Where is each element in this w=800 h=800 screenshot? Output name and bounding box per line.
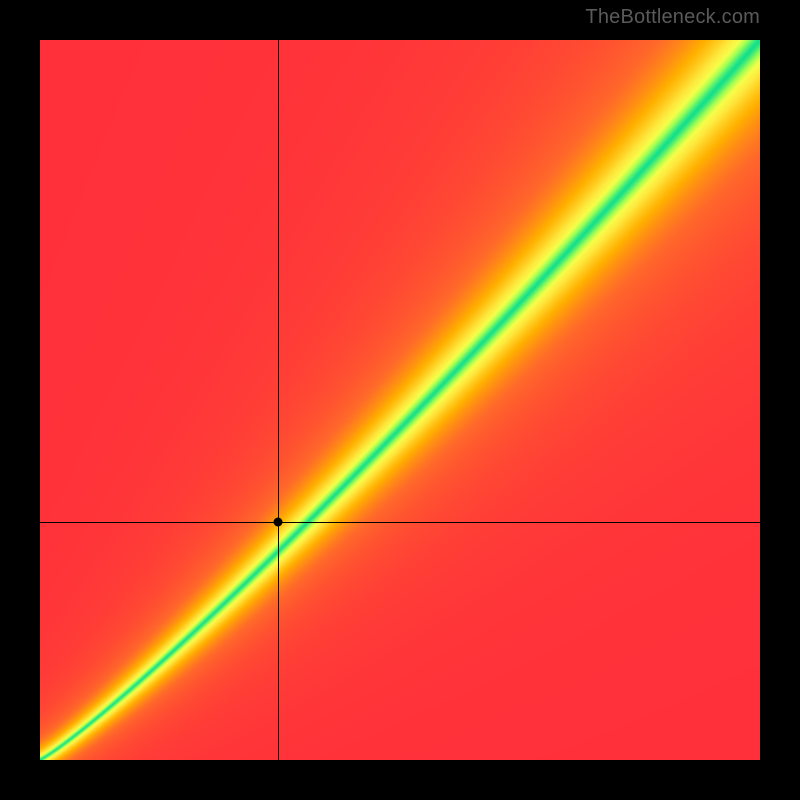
watermark-text: TheBottleneck.com <box>585 6 760 29</box>
plot-area <box>40 40 760 760</box>
heatmap-canvas <box>40 40 760 760</box>
